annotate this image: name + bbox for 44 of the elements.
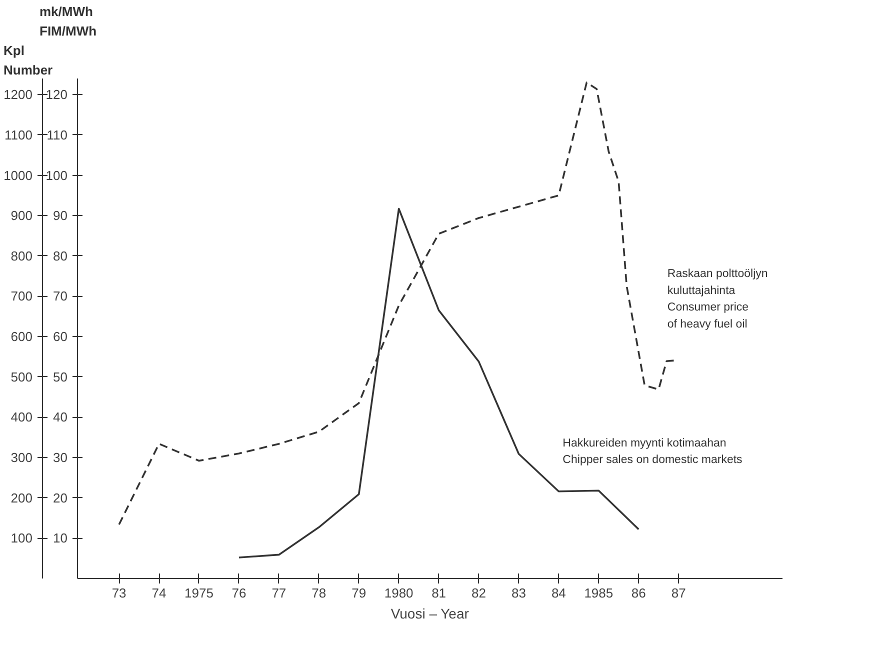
x-tick-label: 1980 xyxy=(384,586,414,600)
y2-tick-label: 10 xyxy=(53,530,68,546)
y-tick-label: 1000 xyxy=(4,168,32,183)
y-axis-title: Kpl Number xyxy=(4,43,53,78)
x-tick-label: 87 xyxy=(671,586,686,600)
x-tick-label: 83 xyxy=(511,586,526,600)
y2-tick-label: 80 xyxy=(53,248,68,264)
x-tick-label: 82 xyxy=(472,586,486,600)
y-tick-label: 300 xyxy=(10,450,33,466)
y-tick-label: 500 xyxy=(10,369,33,384)
y-tick-label: 900 xyxy=(10,208,33,224)
y-tick-label: 100 xyxy=(10,530,33,546)
y2-tick-label: 60 xyxy=(53,329,68,344)
y2-tick-label: 30 xyxy=(53,450,68,466)
y2-axis-title: mk/MWh FIM/MWh xyxy=(40,4,97,38)
y-tick-label: 1100 xyxy=(4,127,33,142)
y-tick-label: 200 xyxy=(10,490,33,506)
x-tick-label: 79 xyxy=(352,586,366,600)
y2-tick-label: 70 xyxy=(53,288,68,304)
y2-tick-label: 20 xyxy=(53,490,68,506)
x-tick-label: 78 xyxy=(312,586,326,600)
y2-tick-label: 50 xyxy=(53,369,68,384)
x-tick-label: 84 xyxy=(551,586,566,600)
y-tick-label: 600 xyxy=(10,329,33,344)
x-tick-label: 76 xyxy=(232,586,246,600)
y2-tick-label: 110 xyxy=(46,127,68,142)
y-tick-label: 700 xyxy=(10,288,33,304)
text: Raskaan polttoöljyn kuluttajahinta Consumer price of heavy fuel oil xyxy=(667,268,768,330)
x-tick-label: 86 xyxy=(631,586,646,600)
x-tick-label: 1975 xyxy=(184,586,214,600)
x-tick-label: 1985 xyxy=(584,586,614,600)
x-tick-label: 74 xyxy=(152,586,166,600)
y2-tick-label: 90 xyxy=(53,208,68,224)
y-tick-label: 800 xyxy=(10,248,33,264)
y2-tick-label: 120 xyxy=(46,87,68,102)
y-tick-label: 400 xyxy=(10,410,33,425)
x-tick-label: 77 xyxy=(272,586,286,600)
y2-tick-label: 40 xyxy=(53,410,68,425)
x-axis-title: Vuosi – Year xyxy=(390,606,470,622)
y-tick-label: 1200 xyxy=(4,87,32,102)
x-tick-label: 73 xyxy=(112,586,126,600)
series-label: Hakkureiden myynti kotimaahan Chipper sales on domestic markets xyxy=(562,437,743,466)
y2-tick-label: 100 xyxy=(46,168,68,183)
x-tick-label: 81 xyxy=(432,586,446,600)
